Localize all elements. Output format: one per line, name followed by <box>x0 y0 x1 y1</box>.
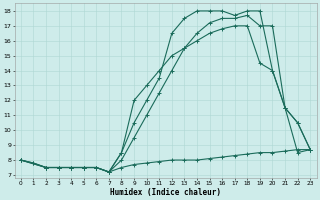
X-axis label: Humidex (Indice chaleur): Humidex (Indice chaleur) <box>110 188 221 197</box>
